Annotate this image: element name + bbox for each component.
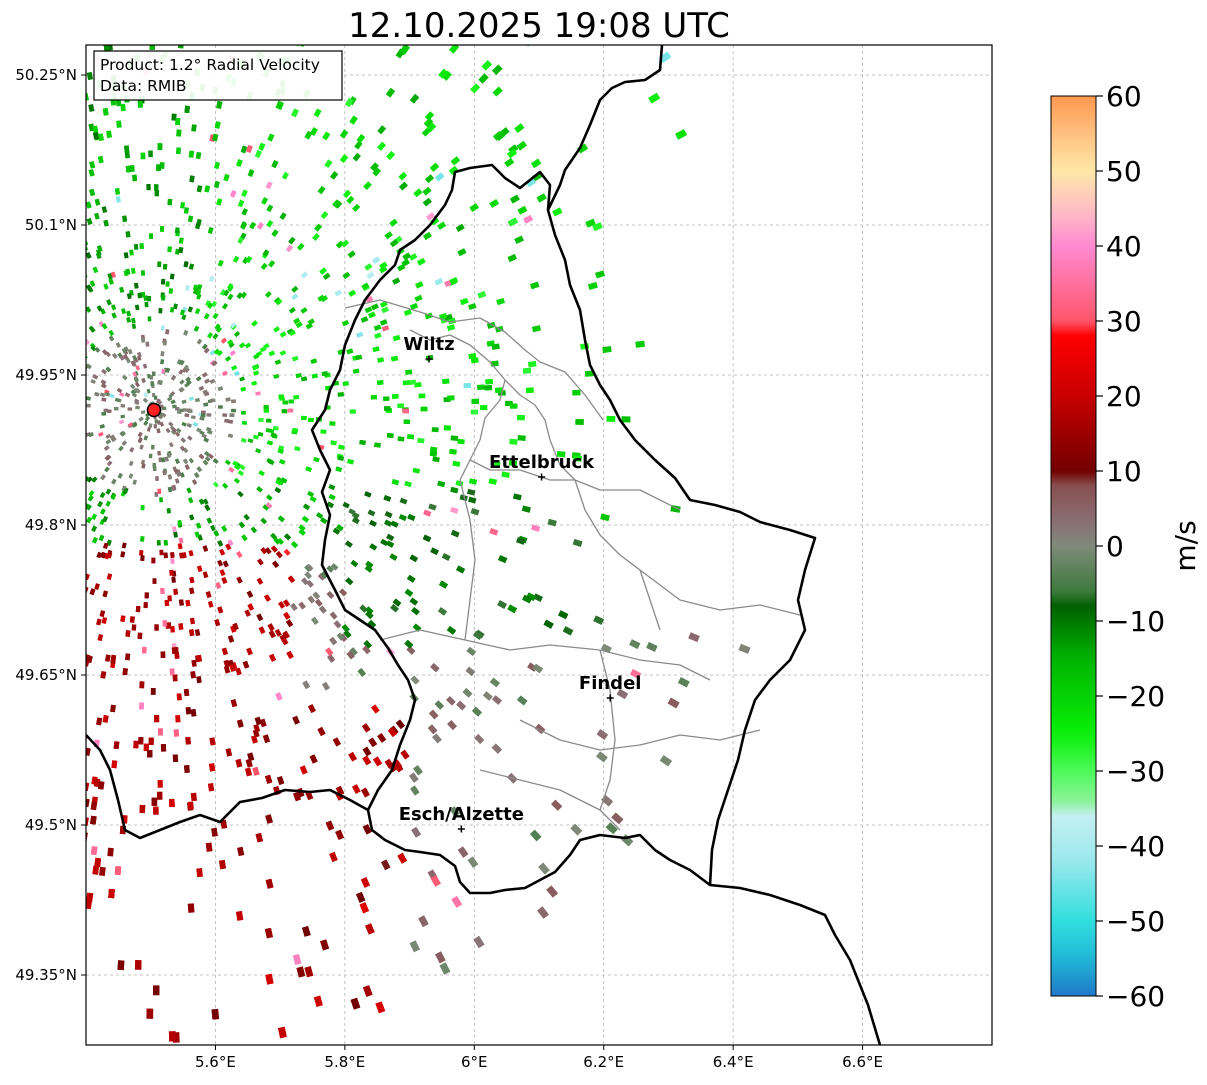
colorbar-tick-label: −50 <box>1106 905 1165 938</box>
colorbar-tick-label: 40 <box>1106 230 1142 263</box>
colorbar: 60 50 40 30 20 10 0 −10 −20 −30 −40 −50 −60 m/s <box>1050 80 1202 1013</box>
colorbar-tick-label: 0 <box>1106 530 1124 563</box>
borders <box>86 45 882 1045</box>
colorbar-ticks: 60 50 40 30 20 10 0 −10 −20 −30 −40 −50 −60 <box>1096 80 1165 1013</box>
map-background <box>86 45 992 1045</box>
city-label: Esch/Alzette <box>399 804 524 825</box>
lon-tick-label: 6.2°E <box>583 1053 624 1071</box>
lat-tick-label: 49.8°N <box>25 516 77 534</box>
colorbar-tick-label: 50 <box>1106 155 1142 188</box>
colorbar-tick-label: 10 <box>1106 455 1142 488</box>
colorbar-tick-label: −30 <box>1106 755 1165 788</box>
colorbar-tick-label: −40 <box>1106 830 1165 863</box>
lon-tick-label: 6°E <box>461 1053 488 1071</box>
figure-title: 12.10.2025 19:08 UTC <box>348 6 730 46</box>
lon-tick-label: 6.6°E <box>842 1053 883 1071</box>
canton-borders <box>344 299 801 831</box>
city-label: Ettelbruck <box>489 452 595 473</box>
city-marker <box>606 694 614 702</box>
lon-tick-label: 5.6°E <box>195 1053 236 1071</box>
lat-tick-label: 49.65°N <box>15 666 77 684</box>
city-marker <box>457 825 465 833</box>
info-box: Product: 1.2° Radial Velocity Data: RMIB <box>93 50 343 101</box>
map-frame <box>85 44 993 1046</box>
lat-tick-label: 50.25°N <box>15 66 77 84</box>
colorbar-tick-label: −20 <box>1106 680 1165 713</box>
info-product-label: Product: 1.2° Radial Velocity <box>100 56 320 74</box>
colorbar-tick-label: −10 <box>1106 605 1165 638</box>
city-label: Wiltz <box>403 334 454 355</box>
radar-velocity-field <box>86 45 751 1043</box>
luxembourg-border <box>310 163 817 895</box>
colorbar-label: m/s <box>1169 520 1202 571</box>
france-border-south <box>709 883 882 1045</box>
city-marker <box>538 473 546 481</box>
info-data-source-label: Data: RMIB <box>100 77 187 95</box>
lat-tick-label: 49.5°N <box>25 816 77 834</box>
colorbar-tick-label: −60 <box>1106 980 1165 1013</box>
colorbar-tick-label: 30 <box>1106 305 1142 338</box>
belgium-france-border <box>86 734 369 840</box>
radar-site-marker <box>146 402 162 418</box>
lon-tick-label: 5.8°E <box>324 1053 365 1071</box>
map-panel: Wiltz Ettelbruck Findel Esch/Alzette Produc… <box>85 44 993 1046</box>
lon-tick-label: 6.4°E <box>713 1053 754 1071</box>
map-axes: 5.6°E 5.8°E 6°E 6.2°E 6.4°E 6.6°E 50.25°N 50.1°… <box>15 66 883 1071</box>
map-overlay: Wiltz Ettelbruck Findel Esch/Alzette <box>146 334 642 833</box>
lat-tick-label: 49.95°N <box>15 366 77 384</box>
colorbar-bar <box>1050 95 1097 997</box>
lat-tick-label: 49.35°N <box>15 966 77 984</box>
lat-tick-label: 50.1°N <box>25 216 77 234</box>
info-box-frame <box>93 50 343 101</box>
colorbar-tick-label: 60 <box>1106 80 1142 113</box>
city-label: Findel <box>579 673 642 694</box>
colorbar-tick-label: 20 <box>1106 380 1142 413</box>
city-marker <box>425 355 433 363</box>
germany-border-north <box>546 45 664 211</box>
